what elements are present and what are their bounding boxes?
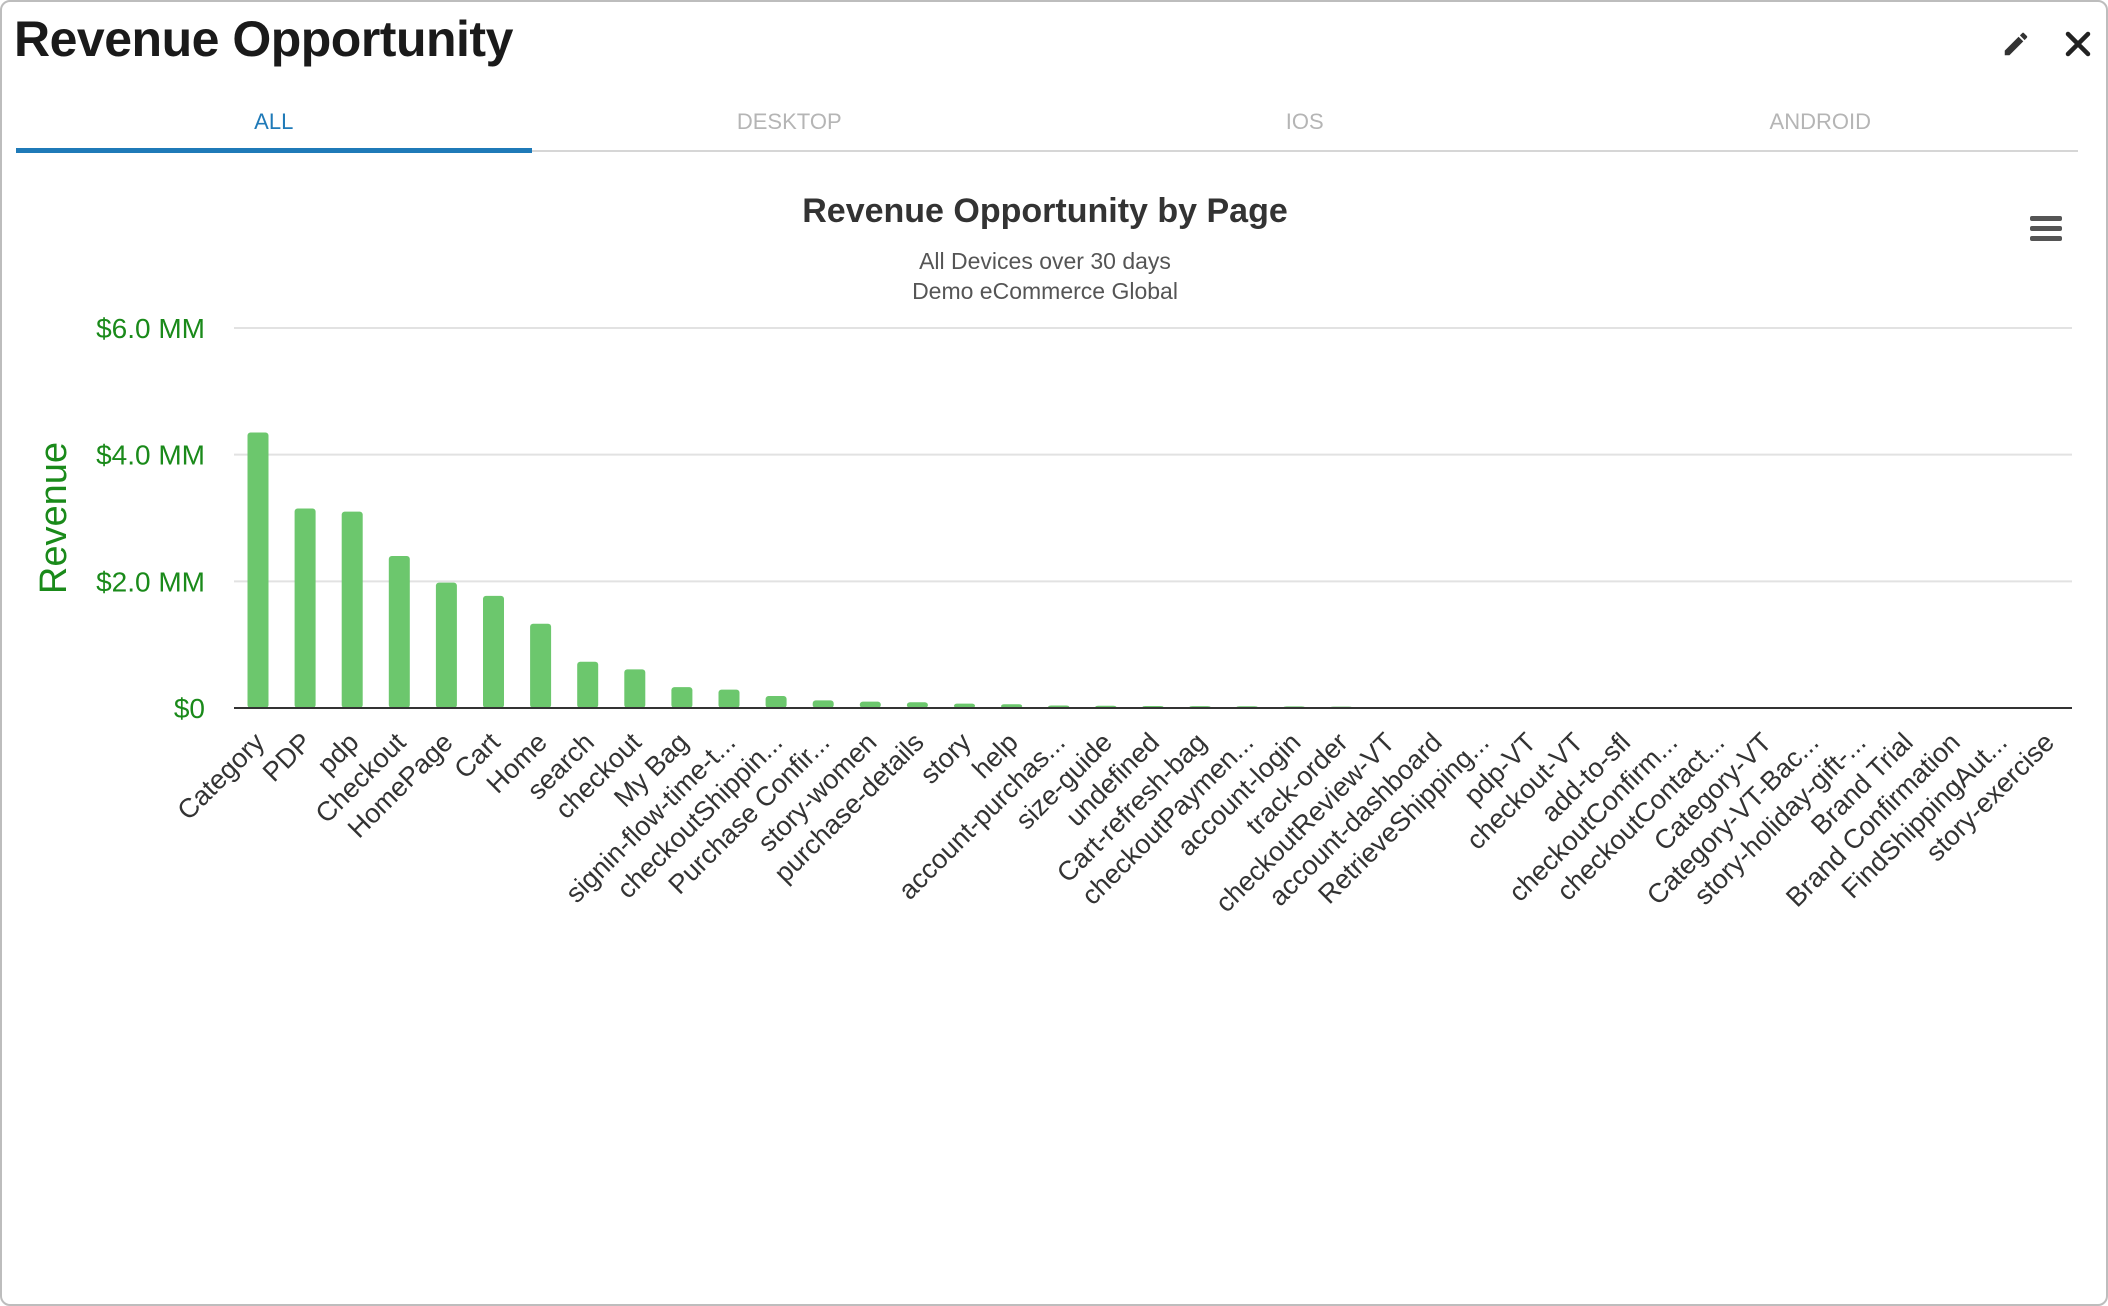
y-axis-title: Revenue (33, 442, 75, 594)
bar (435, 582, 457, 708)
tab-ios[interactable]: IOS (1285, 109, 1324, 134)
bar (577, 661, 599, 708)
device-tabs: ALL DESKTOP IOS ANDROID (16, 94, 2078, 153)
tab-android[interactable]: ANDROID (1769, 109, 1871, 134)
bar (483, 595, 504, 708)
bar (906, 702, 928, 708)
bar (294, 508, 316, 708)
chart-menu-button[interactable] (2022, 210, 2070, 250)
revenue-bar-chart: $0 $2.0 MM $4.0 MM $6.0 MM Revenue CategoryPD… (33, 313, 2072, 918)
bar (954, 703, 975, 708)
bar (247, 432, 269, 708)
y-tick-label: $4.0 MM (96, 440, 205, 471)
bar (341, 511, 363, 708)
chart-title: Revenue Opportunity by Page (802, 192, 1288, 230)
bar (812, 700, 834, 708)
x-tick-label: story (914, 727, 977, 790)
pencil-icon (2004, 32, 2028, 56)
panel-title: Revenue Opportunity (14, 11, 513, 67)
bar (671, 687, 693, 708)
bar (530, 623, 552, 708)
bar (388, 556, 410, 708)
y-tick-label: $2.0 MM (96, 566, 205, 597)
x-tick-label: Category (172, 727, 271, 826)
bar (624, 669, 646, 708)
chart-subtitle-line-2: Demo eCommerce Global (912, 278, 1178, 304)
y-tick-label: $6.0 MM (96, 313, 205, 344)
bar (718, 689, 740, 708)
tab-desktop[interactable]: DESKTOP (736, 109, 842, 134)
tab-all[interactable]: ALL (16, 94, 532, 153)
chart-subtitle-line-1: All Devices over 30 days (919, 248, 1171, 274)
y-tick-label: $0 (174, 693, 205, 724)
bar (859, 701, 881, 708)
bar (765, 695, 787, 708)
hamburger-menu-icon (2030, 216, 2062, 241)
close-icon (2065, 31, 2091, 57)
x-tick-label: PDP (257, 727, 317, 787)
close-button[interactable] (2058, 24, 2098, 64)
edit-button[interactable] (1996, 24, 2036, 64)
